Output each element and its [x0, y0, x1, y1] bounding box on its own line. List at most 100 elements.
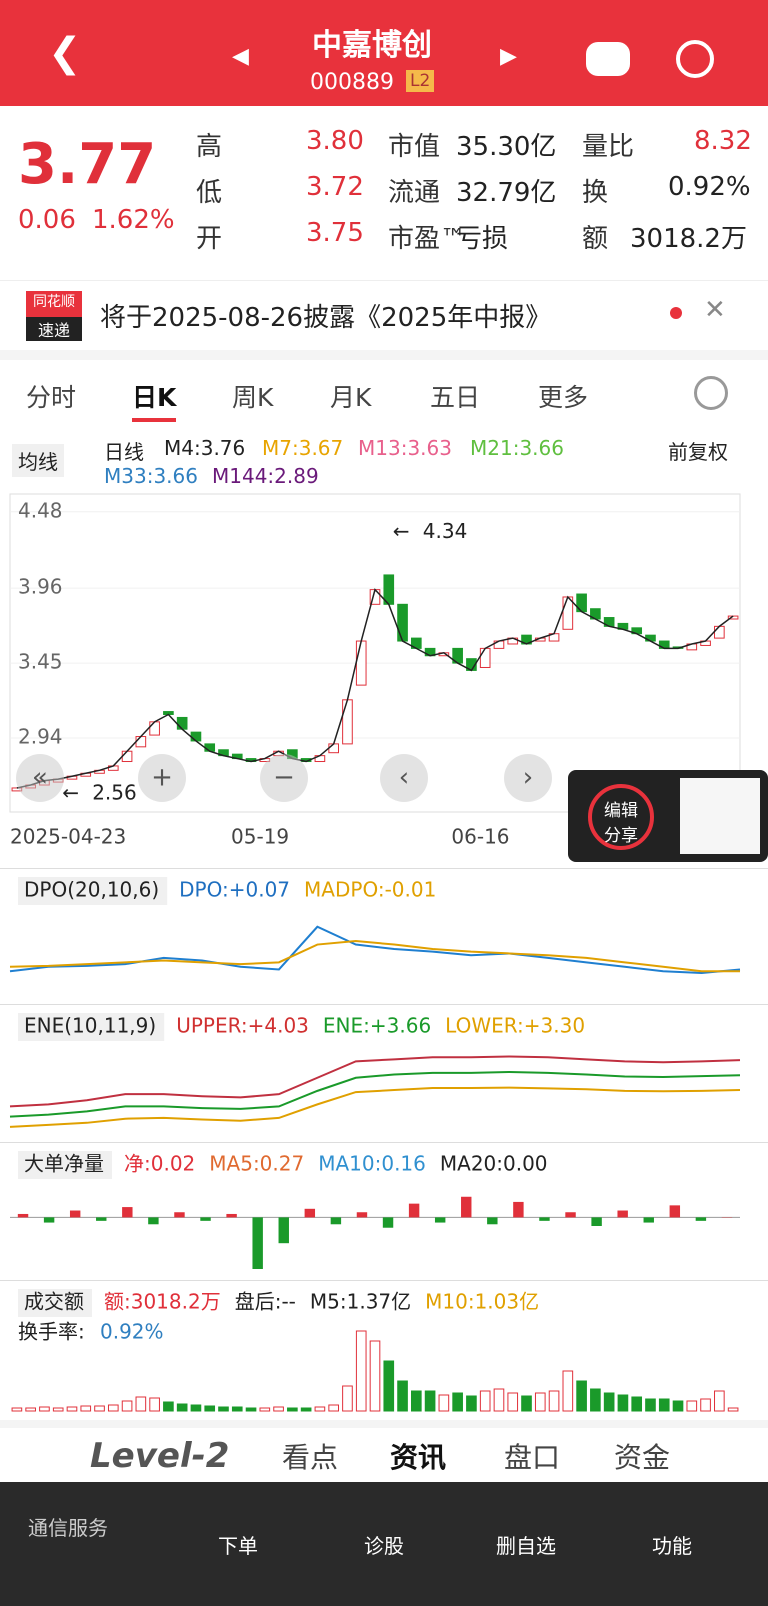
annotation-arrow: ←: [393, 519, 410, 543]
close[interactable]: ✕: [704, 295, 726, 325]
bar: [617, 1210, 628, 1218]
zoom-icon: +: [151, 763, 173, 793]
bar: [259, 1407, 271, 1412]
legend-button[interactable]: [18, 877, 168, 905]
share-overlay[interactable]: 编辑 分享: [568, 770, 768, 862]
bottom-tab[interactable]: Level-2: [90, 1436, 230, 1476]
bar: [434, 1217, 446, 1223]
share-1: 编辑: [604, 801, 638, 821]
field-label: 流通: [388, 178, 441, 208]
field-value: 亏损: [456, 224, 509, 254]
nav-item[interactable]: 通信服务: [28, 1516, 108, 1540]
legend-text: ENE(10,11,9): [24, 1014, 156, 1038]
bar: [330, 1217, 342, 1225]
back[interactable]: ❮: [48, 30, 82, 76]
candle: [121, 750, 133, 763]
nav-item[interactable]: 功能: [652, 1534, 692, 1558]
bar: [695, 1217, 707, 1221]
tab[interactable]: 日K: [132, 378, 177, 422]
legend-button[interactable]: [18, 1151, 112, 1179]
ma-button[interactable]: 均线: [12, 444, 64, 477]
share-button[interactable]: 编辑 分享: [588, 784, 654, 850]
bar: [438, 1394, 450, 1412]
bottom-tab[interactable]: 看点: [282, 1441, 339, 1474]
nav-item[interactable]: 删自选: [496, 1534, 556, 1558]
tab[interactable]: 周K: [232, 383, 274, 412]
bigorder-chart: 大单净量 净:0.02 MA5:0.27 MA10:0.16 MA20:0.00: [10, 1151, 740, 1269]
bottom-tabs: Level-2 看点 资讯 盘口 资金: [0, 1420, 768, 1490]
zoom-button[interactable]: [504, 754, 552, 802]
dot: [670, 307, 682, 319]
adjust[interactable]: 前复权: [668, 440, 728, 464]
legend-button[interactable]: [18, 1013, 165, 1041]
line: [9, 1055, 741, 1108]
field-value: 0.92%: [668, 172, 751, 202]
bar: [200, 1217, 211, 1221]
robot[interactable]: [586, 42, 630, 76]
legend-text: 大单净量: [24, 1152, 104, 1176]
annotation: 2.56: [92, 780, 137, 804]
legend-text: ENE:+3.66: [323, 1014, 431, 1038]
search[interactable]: [676, 40, 714, 78]
zoom-button[interactable]: [260, 754, 308, 802]
bar: [148, 1217, 159, 1225]
bar: [565, 1212, 576, 1218]
tab[interactable]: 月K: [330, 383, 372, 412]
legend-text: 0.92%: [100, 1320, 164, 1344]
bar: [342, 1385, 353, 1412]
y-tick-label: 4.48: [18, 498, 63, 522]
dpo-panel: DPO(20,10,6) DPO:+0.07 MADPO:-0.01: [0, 868, 768, 997]
bottom-tab[interactable]: 资讯: [390, 1441, 447, 1474]
bar: [700, 1398, 711, 1412]
zoom-button[interactable]: [16, 754, 64, 802]
bottom-tab[interactable]: 资金: [614, 1441, 671, 1474]
prev[interactable]: ◀: [232, 44, 249, 69]
ene-chart: ENE(10,11,9) UPPER:+4.03 ENE:+3.66 LOWER:+3…: [9, 1013, 741, 1128]
zoom-button[interactable]: [138, 754, 186, 802]
stock-code: 000889: [310, 70, 394, 95]
bar: [218, 1406, 229, 1412]
nav-item[interactable]: 诊股: [364, 1534, 404, 1558]
nav-bar: 通信服务下单 诊股 删自选 功能: [0, 1482, 768, 1606]
legend-text: LOWER:+3.30: [445, 1014, 585, 1038]
zoom-button[interactable]: [380, 754, 428, 802]
zoom-icon: «: [32, 763, 48, 793]
settings[interactable]: [694, 376, 728, 410]
divider: [0, 350, 768, 360]
bar: [452, 1392, 463, 1412]
legend-text: DPO(20,10,6): [24, 878, 159, 902]
bar: [80, 1405, 92, 1412]
legend-text: 净:0.02: [124, 1152, 195, 1176]
candle: [397, 603, 408, 642]
tab[interactable]: 分时: [26, 383, 77, 412]
field-value: 3.75: [306, 218, 364, 248]
legend-button[interactable]: [18, 1289, 92, 1317]
tab[interactable]: 五日: [430, 383, 481, 412]
bar: [672, 1400, 684, 1412]
nav-item[interactable]: 下单: [218, 1534, 258, 1558]
bar: [69, 1210, 81, 1218]
line: [9, 925, 741, 975]
bottom-tab[interactable]: 盘口: [504, 1441, 561, 1474]
stock-name: 中嘉博创: [312, 28, 432, 63]
tab[interactable]: 更多: [538, 383, 589, 412]
logo: 同花顺 速递: [26, 291, 82, 341]
bar: [287, 1407, 298, 1412]
bar: [548, 1390, 560, 1412]
bar: [383, 1360, 395, 1412]
notice[interactable]: 同花顺 速递 将于2025-08-26披露《2025年中报》 ✕: [0, 280, 768, 351]
next[interactable]: ▶: [500, 44, 517, 69]
thumbnail: [680, 778, 760, 854]
field-value: 35.30亿: [456, 132, 557, 162]
candle: [328, 743, 339, 754]
bar: [591, 1217, 602, 1226]
legend-text: M10:1.03亿: [425, 1290, 539, 1314]
bar: [25, 1407, 36, 1412]
bar: [493, 1388, 505, 1412]
bar: [149, 1397, 160, 1412]
line: [9, 1071, 741, 1118]
candle: [562, 596, 574, 630]
legend-text: 成交额: [24, 1290, 84, 1314]
legend-text: MA20:0.00: [440, 1152, 548, 1176]
